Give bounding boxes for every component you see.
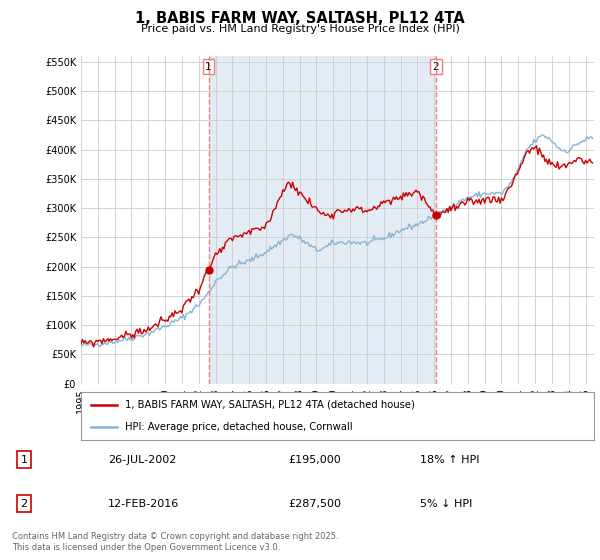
Text: £195,000: £195,000 — [288, 455, 341, 465]
Text: 18% ↑ HPI: 18% ↑ HPI — [420, 455, 479, 465]
Text: 2: 2 — [20, 498, 28, 508]
Text: 1, BABIS FARM WAY, SALTASH, PL12 4TA (detached house): 1, BABIS FARM WAY, SALTASH, PL12 4TA (de… — [125, 400, 415, 410]
Text: 1: 1 — [20, 455, 28, 465]
Text: 12-FEB-2016: 12-FEB-2016 — [108, 498, 179, 508]
Bar — [209, 56, 436, 384]
Text: 1, BABIS FARM WAY, SALTASH, PL12 4TA: 1, BABIS FARM WAY, SALTASH, PL12 4TA — [135, 11, 465, 26]
Text: 1: 1 — [205, 62, 212, 72]
Text: 5% ↓ HPI: 5% ↓ HPI — [420, 498, 472, 508]
Text: HPI: Average price, detached house, Cornwall: HPI: Average price, detached house, Corn… — [125, 422, 352, 432]
Text: Contains HM Land Registry data © Crown copyright and database right 2025.
This d: Contains HM Land Registry data © Crown c… — [12, 532, 338, 552]
Text: 26-JUL-2002: 26-JUL-2002 — [108, 455, 176, 465]
Text: £287,500: £287,500 — [288, 498, 341, 508]
Text: 2: 2 — [432, 62, 439, 72]
Text: Price paid vs. HM Land Registry's House Price Index (HPI): Price paid vs. HM Land Registry's House … — [140, 24, 460, 34]
